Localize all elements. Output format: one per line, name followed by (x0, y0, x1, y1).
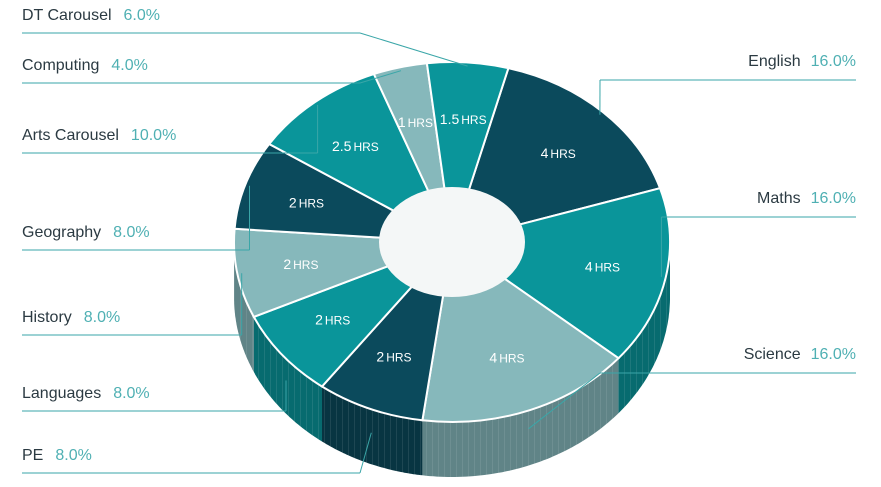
callout-pe: PE 8.0% (22, 432, 372, 474)
legend-percent: 16.0% (811, 346, 856, 363)
slice-hours-value: 2 (283, 256, 291, 272)
slice-hours-value: 1.5 (440, 111, 460, 127)
legend-percent: 8.0% (113, 224, 149, 241)
slice-hours-value: 4 (541, 145, 549, 161)
callout-dt-carousel: DT Carousel 6.0% (22, 7, 468, 67)
slice-hours-unit: HRS (550, 147, 575, 161)
legend-percent: 8.0% (55, 447, 91, 464)
legend-percent: 8.0% (84, 309, 120, 326)
legend-percent: 16.0% (811, 190, 856, 207)
legend-percent: 8.0% (113, 385, 149, 402)
slice-label-english: 4 HRS (541, 145, 576, 161)
legend-label: Computing (22, 57, 99, 74)
legend-label: Science (744, 346, 801, 363)
callout-computing: Computing 4.0% (22, 57, 402, 84)
leader-line-elbow (528, 372, 601, 430)
legend-label: Geography (22, 224, 101, 241)
side-texture-science (422, 358, 619, 477)
slice-hours-unit: HRS (499, 351, 524, 365)
callout-arts-carousel: Arts Carousel 10.0% (22, 104, 319, 154)
slice-hours-unit: HRS (461, 113, 486, 127)
callout-geography: Geography 8.0% (22, 185, 250, 251)
callout-maths: 16.0% Maths (660, 190, 856, 277)
leader-line-elbow (359, 432, 372, 474)
slice-hours-unit: HRS (386, 350, 411, 364)
slice-label-pe: 2 HRS (376, 348, 411, 364)
side-texture-history (234, 239, 254, 372)
side-texture-languages (253, 316, 322, 442)
legend-label: DT Carousel (22, 7, 112, 24)
legend-label: Arts Carousel (22, 127, 119, 144)
slice-label-dt-carousel: 1.5 HRS (440, 111, 487, 127)
legend-label: Languages (22, 385, 101, 402)
slice-label-history: 2 HRS (283, 256, 318, 272)
legend-label: Maths (757, 190, 801, 207)
donut-sides (234, 238, 670, 477)
callout-science: 16.0% Science (528, 346, 856, 430)
callout-languages: Languages 8.0% (22, 380, 287, 412)
slice-label-computing: 1 HRS (398, 114, 433, 130)
leader-line-elbow (359, 32, 468, 67)
legend-label: English (748, 53, 800, 70)
slice-hours-value: 1 (398, 114, 406, 130)
legend-percent: 10.0% (131, 127, 176, 144)
slice-hours-unit: HRS (408, 116, 433, 130)
slice-label-arts-carousel: 2.5 HRS (332, 138, 379, 154)
donut-hole (379, 187, 525, 297)
slice-hours-unit: HRS (325, 314, 350, 328)
slice-hours-unit: HRS (293, 258, 318, 272)
callout-history: History 8.0% (22, 273, 243, 336)
legend-percent: 6.0% (124, 7, 160, 24)
side-texture-pe (322, 386, 423, 476)
slice-hours-value: 4 (585, 258, 593, 274)
side-texture-maths (618, 238, 670, 414)
slice-label-science: 4 HRS (489, 349, 524, 365)
slice-hours-value: 4 (489, 349, 497, 365)
slice-hours-value: 2 (289, 195, 297, 211)
slice-label-maths: 4 HRS (585, 258, 620, 274)
slice-english (450, 66, 662, 244)
slice-label-geography: 2 HRS (289, 195, 324, 211)
legend-label: PE (22, 447, 43, 464)
slice-label-languages: 2 HRS (315, 312, 350, 328)
slice-hours-unit: HRS (299, 197, 324, 211)
legend-percent: 16.0% (811, 53, 856, 70)
slice-hours-value: 2 (315, 312, 323, 328)
leader-line-elbow (359, 70, 402, 84)
slice-hours-unit: HRS (595, 260, 620, 274)
legend-callouts: DT Carousel 6.0% Computing 4.0% Arts Carouse… (22, 7, 856, 474)
slice-hours-value: 2 (376, 348, 384, 364)
slice-hours-value: 2.5 (332, 138, 352, 154)
callout-english: 16.0% English (599, 53, 856, 115)
legend-percent: 4.0% (111, 57, 147, 74)
slice-hours-unit: HRS (353, 140, 378, 154)
legend-label: History (22, 309, 72, 326)
